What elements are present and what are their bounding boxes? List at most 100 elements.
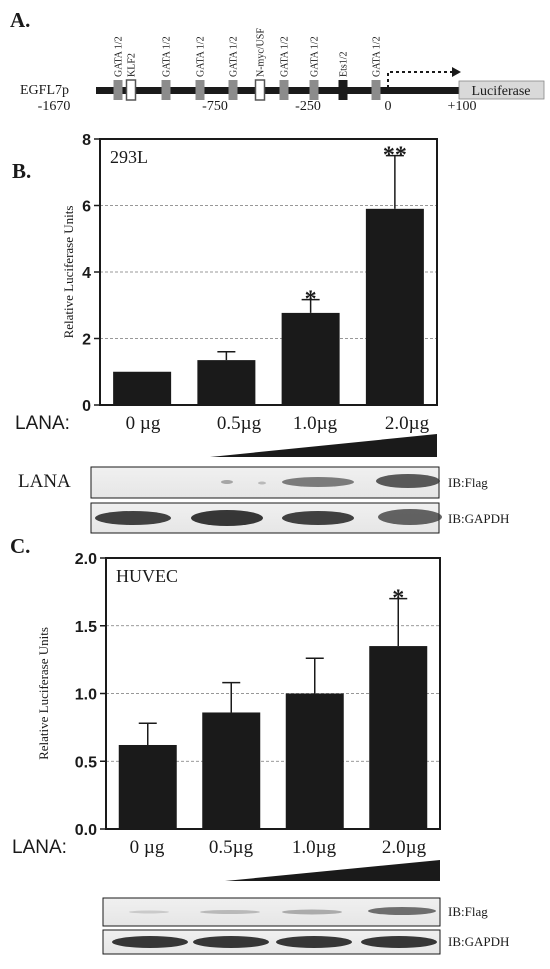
binding-site-label: KLF2 [127,53,138,77]
category-label: 0.5µg [209,837,254,858]
binding-site [125,79,137,101]
band [276,936,352,948]
band [129,910,169,914]
position-label: +100 [448,99,477,114]
bar [197,360,256,405]
binding-site [113,80,123,100]
position-labels: -1670 -750 -250 0 +100 [38,99,477,114]
band [282,477,354,487]
band [282,511,354,525]
tss-arrow [387,71,452,88]
category-label: 0 µg [130,837,165,858]
reporter-label: Luciferase [471,84,530,99]
binding-site [279,80,289,100]
binding-site-label: N-myc/USF [256,28,267,77]
panel-label-a: A. [10,8,30,32]
binding-site [195,80,205,100]
y-tick-label: 8 [82,132,91,149]
position-label: -750 [202,99,228,114]
blot-b-gapdh-bands [95,509,442,526]
blot-b-row-label: LANA [18,471,71,492]
band [221,480,233,484]
binding-site [371,80,381,100]
significance-marker: ** [383,143,407,169]
blot-c-gapdh-label: IB:GAPDH [448,934,509,949]
bar [365,208,424,405]
binding-site [338,80,348,100]
binding-site [309,80,319,100]
band [376,474,440,488]
category-label: 1.0µg [292,837,337,858]
blot-c-flag-label: IB:Flag [448,904,488,919]
binding-site-label: GATA 1/2 [372,36,383,77]
category-label: 2.0µg [385,413,430,434]
chart-c: 0.0 0.5 1.0 1.5 2.0 Relative Luciferase Units… [12,551,441,881]
significance-marker: * [392,586,404,612]
y-tick-label: 0.5 [75,754,97,771]
position-label: 0 [385,99,392,114]
promoter-line [96,87,460,94]
reporter-box [458,80,545,100]
blot-b-flag-label: IB:Flag [448,475,488,490]
chart-inner-label: HUVEC [116,566,178,586]
binding-site [228,80,238,100]
position-label: -250 [295,99,321,114]
x-axis-label: LANA: [15,413,70,434]
category-label: 0 µg [126,413,161,434]
band [378,509,442,525]
y-tick-label: 0.0 [75,822,97,839]
blot-c-flag-strip [102,897,441,927]
blot-c-gapdh-bands [112,936,437,948]
band [191,510,263,526]
category-label: 1.0µg [293,413,338,434]
bar [369,646,428,829]
dose-wedge [210,434,437,457]
y-tick-label: 2 [82,332,91,349]
y-axis-label: Relative Luciferase Units [36,627,51,760]
promoter-name: EGFL7p [20,83,69,98]
x-axis-label: LANA: [12,837,67,858]
y-tick-label: 1.5 [75,619,97,636]
y-tick-label: 6 [82,199,91,216]
chart-inner-label: 293L [110,147,148,167]
panel-a: A. EGFL7p GATA 1/2 KLF2 GATA 1/2 GATA 1/2 GA… [10,8,545,114]
binding-site-label: GATA 1/2 [280,36,291,77]
y-tick-label: 1.0 [75,687,97,704]
position-label: -1670 [38,99,71,114]
binding-site-label: GATA 1/2 [162,36,173,77]
binding-site-label: GATA 1/2 [196,36,207,77]
panel-c: C. 0.0 0.5 1.0 1.5 2.0 Relative Luciferase Un… [10,534,441,881]
panel-label-c: C. [10,534,30,558]
bar [202,712,261,829]
bar [118,744,177,829]
bar [285,693,344,829]
bar [113,371,172,405]
band [282,909,342,915]
significance-marker: * [305,287,317,313]
binding-sites: GATA 1/2 KLF2 GATA 1/2 GATA 1/2 GATA 1/2 N-my… [113,28,383,101]
blot-c-flag-bands [129,907,436,915]
binding-site-label: GATA 1/2 [310,36,321,77]
bar [281,312,340,405]
band [112,936,188,948]
blot-c: IB:Flag IB:GAPDH [102,897,509,955]
y-tick-label: 2.0 [75,551,97,568]
dose-wedge [225,860,440,881]
binding-site-label: GATA 1/2 [114,36,125,77]
panel-label-b: B. [12,159,31,183]
y-axis-label: Relative Luciferase Units [61,206,76,339]
band [258,481,266,485]
y-tick-label: 0 [82,398,91,415]
binding-site [254,79,266,101]
y-tick-label: 4 [82,265,91,282]
tss-arrowhead [452,67,461,77]
category-label: 2.0µg [382,837,427,858]
binding-site [161,80,171,100]
blot-b-flag-bands [221,474,440,488]
binding-site-label: Ets1/2 [339,51,350,77]
binding-site-label: GATA 1/2 [229,36,240,77]
band [95,511,171,525]
